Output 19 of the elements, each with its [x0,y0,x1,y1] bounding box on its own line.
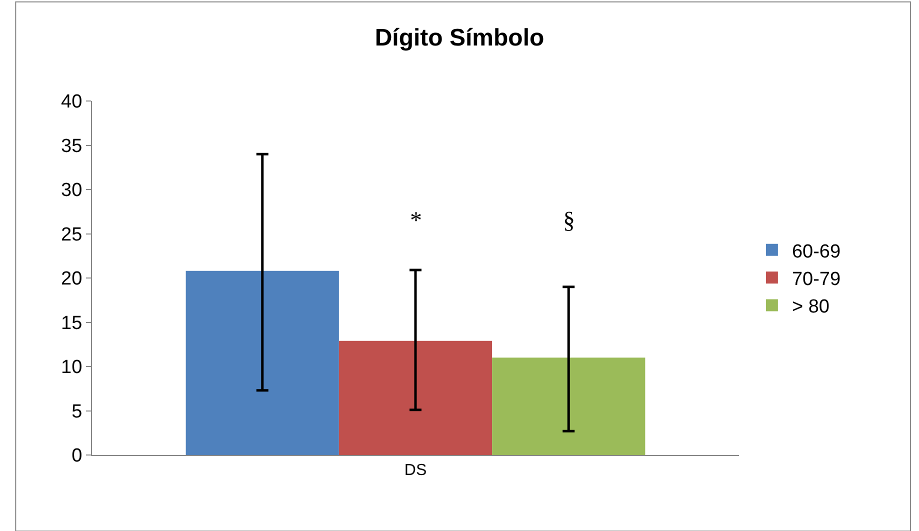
y-tick-label: 35 [61,136,82,157]
bar [492,358,646,455]
annotation: * [410,208,422,234]
chart-title: Dígito Símbolo [374,24,544,52]
bar [338,340,492,455]
y-tick-label: 5 [72,401,82,422]
y-tick-label: 20 [61,268,82,290]
y-tick-label: 0 [72,446,82,467]
legend-label: 60-69 [792,241,841,262]
y-tick-label: 40 [61,92,82,113]
annotation: § [563,208,575,234]
y-tick-label: 10 [61,357,82,378]
x-tick-label: DS [404,462,427,480]
y-tick-label: 30 [61,180,82,202]
y-tick-label: 25 [61,224,82,246]
bar [186,270,339,455]
legend-label: 70-79 [792,268,841,290]
y-tick-label: 15 [61,312,82,334]
legend-label: > 80 [792,296,830,318]
